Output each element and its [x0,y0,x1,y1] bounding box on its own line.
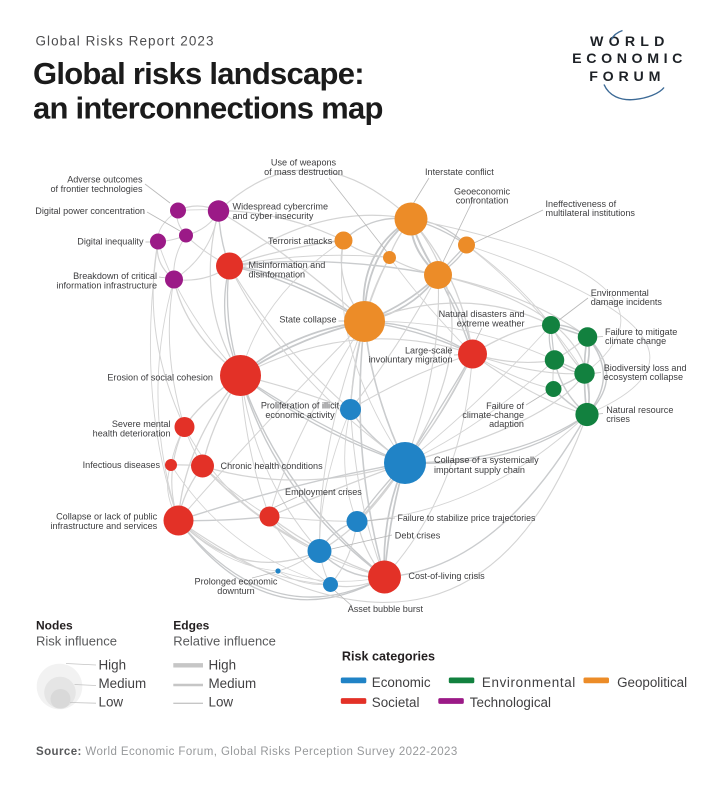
svg-text:Nodes: Nodes [36,619,73,633]
svg-text:and cyber insecurity: and cyber insecurity [233,211,314,221]
svg-text:Technological: Technological [470,695,551,710]
svg-text:Source: World Economic Forum,: Source: World Economic Forum, Global Ris… [36,746,458,758]
svg-text:Misinformation and: Misinformation and [249,260,326,270]
svg-text:State collapse: State collapse [279,315,336,325]
svg-text:Chronic health conditions: Chronic health conditions [221,461,324,471]
svg-text:crises: crises [606,414,630,424]
svg-text:of mass destruction: of mass destruction [264,167,343,177]
svg-text:Global risks landscape:: Global risks landscape: [33,56,364,91]
svg-text:important supply chain: important supply chain [434,465,525,475]
svg-text:infrastructure and services: infrastructure and services [51,521,158,531]
svg-text:ecosystem collapse: ecosystem collapse [604,372,683,382]
svg-text:FORUM: FORUM [589,69,665,85]
svg-text:High: High [209,657,237,672]
svg-text:Low: Low [99,694,124,709]
svg-text:Environmental: Environmental [482,675,576,690]
svg-text:Economic: Economic [372,675,431,690]
svg-text:Erosion of social cohesion: Erosion of social cohesion [107,373,213,383]
svg-text:of frontier technologies: of frontier technologies [50,184,142,194]
svg-text:downturn: downturn [217,586,254,596]
svg-text:Infectious diseases: Infectious diseases [83,460,161,470]
svg-text:an interconnections map: an interconnections map [33,91,383,126]
svg-text:multilateral institutions: multilateral institutions [546,208,636,218]
svg-text:Societal: Societal [372,695,420,710]
svg-text:Global Risks Report 2023: Global Risks Report 2023 [36,33,215,48]
svg-text:Relative influence: Relative influence [173,634,276,649]
svg-text:extreme weather: extreme weather [457,318,525,328]
svg-text:Interstate conflict: Interstate conflict [425,167,494,177]
svg-text:Risk influence: Risk influence [36,634,117,649]
svg-text:WORLD: WORLD [590,34,670,50]
svg-text:High: High [99,657,127,672]
svg-text:climate change: climate change [605,336,666,346]
svg-text:Edges: Edges [173,619,209,633]
svg-text:Digital power concentration: Digital power concentration [35,206,145,216]
svg-text:Terrorist attacks: Terrorist attacks [268,236,333,246]
svg-text:Digital inequality: Digital inequality [77,236,144,246]
svg-text:disinformation: disinformation [249,270,306,280]
svg-text:economic activity: economic activity [265,410,335,420]
svg-text:Risk categories: Risk categories [342,650,435,664]
svg-text:Collapse of a systemically: Collapse of a systemically [434,455,539,465]
svg-text:damage incidents: damage incidents [591,297,663,307]
svg-text:Collapse or lack of public: Collapse or lack of public [56,512,158,522]
svg-text:Low: Low [209,694,234,709]
svg-text:Employment crises: Employment crises [285,487,362,497]
svg-text:Failure to stabilize price tra: Failure to stabilize price trajectories [398,513,536,523]
svg-text:health deterioration: health deterioration [93,428,171,438]
svg-text:information infrastructure: information infrastructure [56,281,157,291]
svg-text:Widespread cybercrime: Widespread cybercrime [233,202,329,212]
svg-text:ECONOMIC: ECONOMIC [572,51,687,67]
svg-text:Geopolitical: Geopolitical [617,675,687,690]
svg-text:Cost-of-living crisis: Cost-of-living crisis [408,571,485,581]
svg-text:Asset bubble burst: Asset bubble burst [348,604,424,614]
svg-text:adaption: adaption [489,419,524,429]
svg-text:Debt crises: Debt crises [395,530,441,540]
svg-text:Medium: Medium [209,676,257,691]
svg-text:involuntary migration: involuntary migration [369,355,453,365]
svg-text:Medium: Medium [99,676,147,691]
svg-text:confrontation: confrontation [456,196,509,206]
